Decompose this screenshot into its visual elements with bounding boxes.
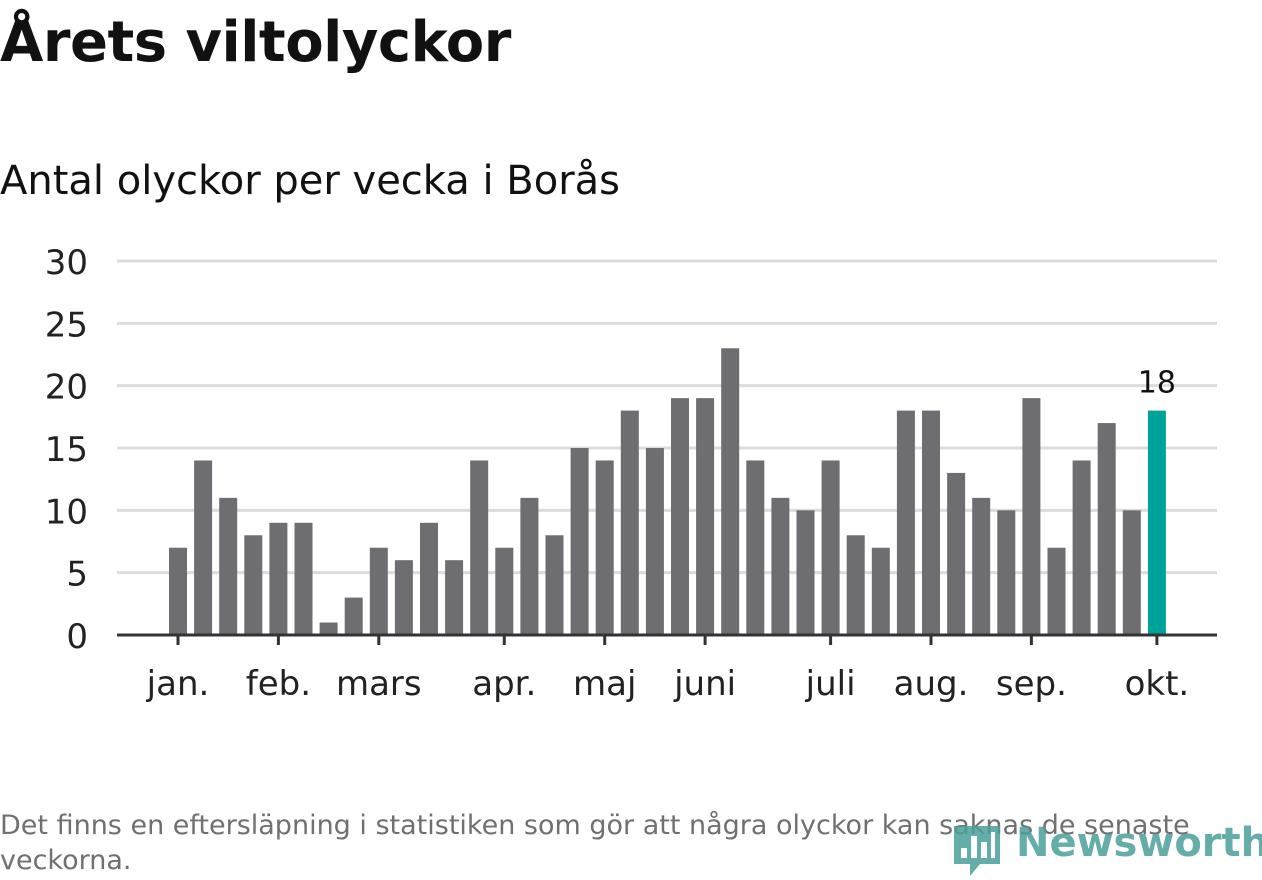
bar bbox=[219, 497, 238, 635]
bar bbox=[570, 448, 589, 635]
bar bbox=[721, 348, 740, 635]
y-tick-label: 10 bbox=[45, 492, 88, 532]
bar bbox=[520, 497, 539, 635]
bar bbox=[671, 398, 689, 635]
x-tick-label: apr. bbox=[472, 664, 536, 704]
bar bbox=[645, 448, 664, 635]
bar bbox=[294, 522, 313, 635]
x-tick-label: maj bbox=[573, 664, 636, 704]
bar bbox=[896, 410, 915, 635]
x-tick-label: juli bbox=[805, 664, 856, 704]
bar bbox=[620, 410, 639, 635]
bar bbox=[244, 535, 263, 635]
bar bbox=[445, 560, 464, 635]
y-axis-ticks: 0 5 10 15 20 25 30 bbox=[45, 243, 88, 657]
bar bbox=[846, 535, 865, 635]
bar bbox=[495, 547, 514, 635]
bar bbox=[997, 510, 1016, 635]
y-tick-label: 20 bbox=[45, 368, 88, 408]
bar bbox=[947, 472, 966, 635]
bar bbox=[169, 547, 187, 635]
bar bbox=[796, 510, 815, 635]
bar bbox=[972, 497, 991, 635]
x-axis-ticks: jan. feb. mars apr. maj juni juli aug. sep. okt. bbox=[146, 635, 1190, 704]
newsworthy-logo-icon bbox=[954, 826, 1000, 876]
bar bbox=[1022, 398, 1041, 635]
bar bbox=[344, 597, 363, 635]
x-tick-label: juni bbox=[673, 664, 736, 704]
bar bbox=[545, 535, 564, 635]
newsworthy-logo-text: Newsworthy bbox=[1016, 820, 1262, 866]
bars bbox=[169, 348, 1166, 635]
bar bbox=[922, 410, 940, 635]
bar bbox=[420, 522, 438, 635]
bar bbox=[269, 522, 288, 635]
x-tick-label: feb. bbox=[246, 664, 311, 704]
bar bbox=[369, 547, 388, 635]
bar-highlighted bbox=[1147, 410, 1166, 635]
bar bbox=[871, 547, 890, 635]
y-tick-label: 15 bbox=[45, 430, 88, 470]
y-tick-label: 5 bbox=[66, 555, 88, 595]
bar bbox=[319, 622, 338, 635]
data-label: 18 bbox=[1138, 366, 1176, 401]
y-tick-label: 30 bbox=[45, 243, 88, 283]
chart-subtitle: Antal olyckor per vecka i Borås bbox=[0, 158, 621, 204]
newsworthy-logo: Newsworthy bbox=[950, 818, 1262, 878]
x-tick-label: jan. bbox=[146, 664, 210, 704]
bar bbox=[696, 398, 715, 635]
bar bbox=[821, 460, 840, 635]
y-tick-label: 25 bbox=[45, 305, 88, 345]
bar bbox=[1122, 510, 1141, 635]
bar bbox=[771, 497, 790, 635]
bar-chart: 0 5 10 15 20 25 30 jan. feb. mars apr. maj juni juli… bbox=[45, 243, 1217, 704]
x-tick-label: aug. bbox=[894, 664, 969, 704]
bar bbox=[746, 460, 765, 635]
data-labels: 18 bbox=[1138, 366, 1176, 401]
bar bbox=[470, 460, 489, 635]
bar bbox=[595, 460, 614, 635]
x-tick-label: okt. bbox=[1125, 664, 1190, 704]
y-tick-label: 0 bbox=[66, 617, 88, 657]
bar bbox=[394, 560, 413, 635]
bar bbox=[1097, 423, 1116, 635]
bar bbox=[194, 460, 213, 635]
bar bbox=[1047, 547, 1066, 635]
x-tick-label: sep. bbox=[996, 664, 1067, 704]
chart-title: Årets viltolyckor bbox=[0, 10, 511, 75]
bar bbox=[1072, 460, 1091, 635]
x-tick-label: mars bbox=[336, 664, 422, 704]
